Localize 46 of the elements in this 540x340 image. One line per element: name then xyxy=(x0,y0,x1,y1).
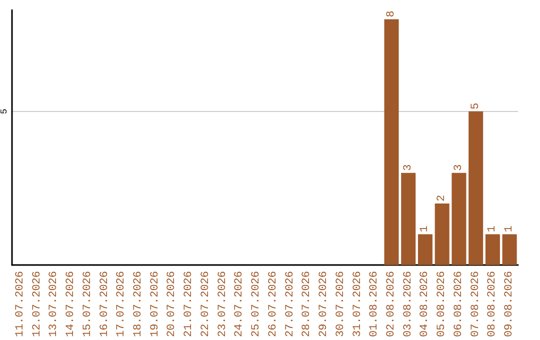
x-tick-label: 23.07.2026 xyxy=(216,270,229,338)
bar xyxy=(485,234,500,265)
x-tick-label: 18.07.2026 xyxy=(132,270,144,338)
bar xyxy=(502,234,517,265)
bar xyxy=(434,204,450,265)
x-tick-label: 21.07.2026 xyxy=(183,270,196,338)
x-tick-label: 03.08.2026 xyxy=(402,270,414,338)
x-tick-label: 28.07.2026 xyxy=(301,270,314,338)
x-tick-label: 02.08.2026 xyxy=(386,270,398,338)
x-tick-label: 07.08.2026 xyxy=(470,270,482,338)
x-tick-label: 31.07.2026 xyxy=(352,270,364,338)
data-label: 1 xyxy=(504,225,516,232)
data-label: 2 xyxy=(436,194,448,202)
x-tick-label: 19.07.2026 xyxy=(149,270,162,338)
data-label: 3 xyxy=(452,164,465,171)
x-tick-label: 29.07.2026 xyxy=(318,270,330,338)
x-tick-label: 09.08.2026 xyxy=(504,270,516,338)
x-tick-label: 25.07.2026 xyxy=(250,270,263,338)
bar xyxy=(418,234,432,265)
x-tick-label: 14.07.2026 xyxy=(65,270,78,338)
x-tick-label: 30.07.2026 xyxy=(334,270,347,338)
x-tick-label: 16.07.2026 xyxy=(98,270,111,338)
x-tick-label: 27.07.2026 xyxy=(284,270,296,338)
x-tick-label: 26.07.2026 xyxy=(267,270,280,338)
bar xyxy=(468,111,484,265)
bar xyxy=(384,19,399,265)
bar xyxy=(401,172,416,265)
x-tick-label: 13.07.2026 xyxy=(48,270,60,338)
x-tick-label: 15.07.2026 xyxy=(82,270,94,338)
x-tick-label: 17.07.2026 xyxy=(116,270,128,338)
x-tick-label: 05.08.2026 xyxy=(436,270,448,338)
x-tick-label: 22.07.2026 xyxy=(200,270,212,338)
x-tick-label: 12.07.2026 xyxy=(31,270,44,338)
data-label: 1 xyxy=(486,225,499,232)
x-tick-label: 08.08.2026 xyxy=(486,270,499,338)
x-tick-label: 06.08.2026 xyxy=(452,270,465,338)
data-label: 8 xyxy=(386,10,398,18)
data-label: 1 xyxy=(419,225,432,232)
x-tick-label: 11.07.2026 xyxy=(14,270,26,338)
x-tick-label: 01.08.2026 xyxy=(368,270,381,338)
data-label: 3 xyxy=(402,164,414,171)
data-label: 5 xyxy=(470,102,482,110)
x-tick-label: 04.08.2026 xyxy=(419,270,432,338)
x-tick-label: 24.07.2026 xyxy=(234,270,246,338)
x-tick-label: 20.07.2026 xyxy=(166,270,178,338)
bar xyxy=(452,172,466,265)
